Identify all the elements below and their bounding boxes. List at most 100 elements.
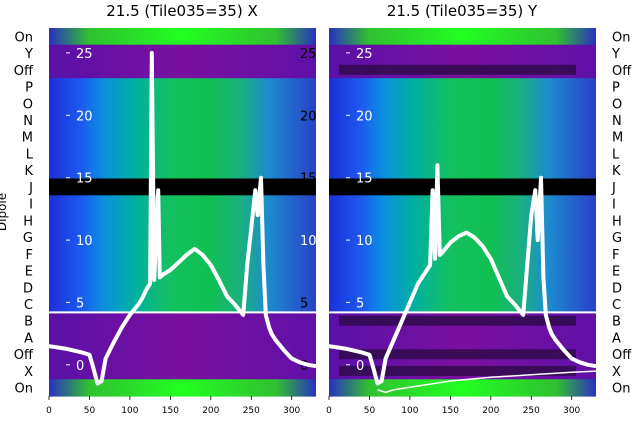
row-label: E — [25, 265, 33, 280]
overlay-ticks-x: 25 25 20 20 15 15 10 10 5 5 0 0 — [66, 47, 317, 374]
x-tick-label: 250 — [243, 406, 260, 416]
row-label: N — [23, 114, 33, 129]
overlay-tick-label: 25 — [356, 47, 373, 62]
row-label: K — [24, 164, 33, 179]
row-label: N — [612, 114, 622, 129]
overlay-tick-label-right: 5 — [300, 296, 308, 311]
x-tick-label: 200 — [202, 406, 219, 416]
heatmap-row — [329, 178, 596, 196]
x-tick-label: 250 — [523, 406, 540, 416]
panel-y: 21.5 (Tile035=35) Y On Y Off PONMLKJIHGFEDC… — [326, 2, 632, 416]
x-tick-label: 100 — [401, 406, 418, 416]
row-label: Off — [612, 348, 632, 363]
row-label: O — [612, 97, 622, 112]
row-label: P — [612, 81, 620, 96]
dark-band — [339, 64, 576, 75]
overlay-trace — [48, 50, 317, 386]
row-label: X — [24, 365, 33, 380]
overlay-tick-label: 5 — [356, 296, 364, 311]
heatmap-row — [329, 262, 596, 280]
row-label: On — [15, 30, 33, 45]
row-label: J — [611, 181, 616, 196]
row-label: A — [24, 332, 33, 347]
row-label: E — [612, 265, 620, 280]
heatmap-row — [49, 145, 316, 163]
trace-layer-x — [48, 50, 317, 386]
overlay-tick-label: 20 — [356, 109, 373, 124]
row-label: I — [612, 198, 616, 213]
heatmap-row — [49, 362, 316, 380]
heatmap-row — [329, 161, 596, 180]
row-label: O — [23, 97, 33, 112]
row-label: On — [15, 382, 33, 397]
row-label: Off — [14, 64, 34, 79]
row-label: G — [23, 231, 33, 246]
row-label: C — [24, 298, 33, 313]
heatmap-row — [329, 111, 596, 129]
row-label: G — [612, 231, 622, 246]
heatmap-row — [49, 28, 316, 46]
heatmap-row — [329, 195, 596, 213]
overlay-tick-label-right: 0 — [300, 359, 308, 374]
row-label: D — [23, 281, 33, 296]
row-label: Off — [14, 348, 34, 363]
row-label: Y — [24, 47, 33, 62]
dark-band — [339, 315, 576, 326]
row-label: H — [23, 214, 33, 229]
x-tick-label: 150 — [162, 406, 179, 416]
row-label: H — [612, 214, 622, 229]
row-label: A — [612, 332, 621, 347]
heatmap-cells-x — [49, 28, 316, 397]
overlay-tick-label: 0 — [356, 359, 364, 374]
overlay-tick-label: 25 — [76, 47, 93, 62]
row-label: I — [29, 198, 33, 213]
heatmap-row — [329, 212, 596, 230]
x-tick-label: 300 — [563, 406, 580, 416]
overlay-tick-label: 10 — [76, 234, 93, 249]
heatmap-row — [329, 78, 596, 96]
row-label: L — [26, 148, 34, 163]
chart-title-y: 21.5 (Tile035=35) Y — [387, 2, 538, 20]
heatmap-row — [49, 128, 316, 146]
overlay-tick-label-right: 15 — [300, 172, 317, 187]
panel-x: 21.5 (Tile035=35) X Dipole On Y Off PONMLKJ… — [0, 2, 317, 416]
overlay-ticks-y: 25 20 15 10 5 0 — [346, 47, 373, 374]
row-label: K — [612, 164, 621, 179]
heatmap-row — [49, 78, 316, 96]
trace-layer-y — [328, 163, 597, 394]
chart-title-x: 21.5 (Tile035=35) X — [106, 2, 257, 20]
heatmap-row — [49, 61, 316, 79]
heatmap-row — [329, 278, 596, 297]
row-label: L — [612, 148, 620, 163]
heatmap-row — [49, 212, 316, 230]
heatmap-row — [329, 28, 596, 46]
heatmap-row — [329, 44, 596, 62]
overlay-tick-label: 0 — [76, 359, 84, 374]
heatmap-row — [329, 128, 596, 146]
row-label: J — [28, 181, 33, 196]
row-label: F — [26, 248, 33, 263]
heatmap-row — [49, 345, 316, 364]
dark-band — [339, 349, 576, 360]
overlay-tick-label: 5 — [76, 296, 84, 311]
heatmap-row — [49, 312, 316, 330]
overlay-tick-label-right: 10 — [300, 234, 317, 249]
row-label: B — [612, 315, 621, 330]
row-label: D — [612, 281, 622, 296]
heatmap-row — [49, 161, 316, 180]
overlay-tick-label-right: 25 — [300, 47, 317, 62]
x-tick-label: 150 — [442, 406, 459, 416]
heatmap-row — [329, 145, 596, 163]
heatmap-row — [49, 178, 316, 196]
heatmap-row — [329, 379, 596, 397]
overlay-tick-label: 15 — [76, 172, 93, 187]
heatmap-row — [49, 111, 316, 129]
x-tick-label: 200 — [482, 406, 499, 416]
overlay-trace-secondary — [377, 370, 597, 394]
heatmap-row — [329, 295, 596, 313]
row-label: Off — [612, 64, 632, 79]
heatmap-row — [49, 379, 316, 397]
overlay-tick-label: 20 — [76, 109, 93, 124]
heatmap-cells-y — [329, 28, 596, 397]
